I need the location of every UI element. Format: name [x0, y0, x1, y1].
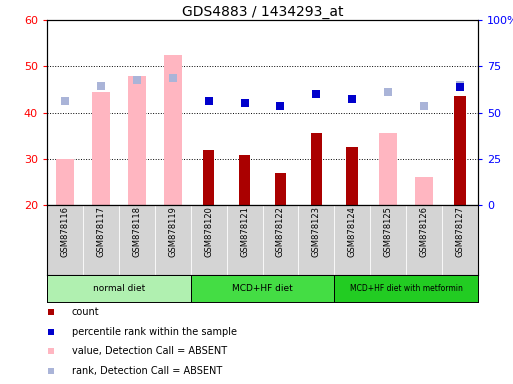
Bar — [454, 96, 466, 205]
Bar — [47, 275, 191, 302]
Point — [47, 328, 55, 334]
Point — [47, 309, 55, 315]
Bar — [56, 159, 74, 205]
Text: rank, Detection Call = ABSENT: rank, Detection Call = ABSENT — [72, 366, 222, 376]
Bar — [92, 92, 110, 205]
Text: percentile rank within the sample: percentile rank within the sample — [72, 326, 237, 336]
Bar — [191, 275, 334, 302]
Bar — [203, 149, 214, 205]
Point — [456, 84, 464, 90]
Bar — [310, 133, 322, 205]
Bar — [299, 205, 334, 275]
Bar — [155, 205, 191, 275]
Text: MCD+HF diet with metformin: MCD+HF diet with metformin — [350, 284, 463, 293]
Text: GSM878119: GSM878119 — [168, 207, 177, 257]
Point — [133, 77, 141, 83]
Title: GDS4883 / 1434293_at: GDS4883 / 1434293_at — [182, 5, 343, 19]
Text: GSM878116: GSM878116 — [61, 207, 69, 257]
Bar — [274, 173, 286, 205]
Text: GSM878126: GSM878126 — [420, 207, 429, 257]
Text: normal diet: normal diet — [93, 284, 145, 293]
Text: GSM878123: GSM878123 — [312, 207, 321, 257]
Bar — [442, 205, 478, 275]
Bar — [227, 205, 263, 275]
Point — [61, 98, 69, 104]
Bar — [83, 205, 119, 275]
Bar — [334, 205, 370, 275]
Point — [420, 103, 428, 109]
Text: GSM878122: GSM878122 — [276, 207, 285, 257]
Point — [348, 96, 357, 102]
Bar — [239, 155, 250, 205]
Point — [277, 103, 285, 109]
Bar — [128, 76, 146, 205]
Text: GSM878121: GSM878121 — [240, 207, 249, 257]
Point — [456, 82, 464, 88]
Point — [384, 89, 392, 95]
Point — [97, 83, 105, 89]
Bar — [415, 177, 433, 205]
Bar — [346, 147, 358, 205]
Point — [312, 91, 321, 97]
Point — [241, 100, 249, 106]
Text: GSM878120: GSM878120 — [204, 207, 213, 257]
Text: count: count — [72, 307, 100, 317]
Text: GSM878125: GSM878125 — [384, 207, 393, 257]
Bar — [119, 205, 155, 275]
Bar — [406, 205, 442, 275]
Text: MCD+HF diet: MCD+HF diet — [232, 284, 293, 293]
Point — [205, 98, 213, 104]
Bar — [263, 205, 299, 275]
Bar — [334, 275, 478, 302]
Bar — [191, 205, 227, 275]
Bar — [164, 55, 182, 205]
Bar — [47, 205, 83, 275]
Text: GSM878117: GSM878117 — [96, 207, 105, 257]
Point — [47, 368, 55, 374]
Text: GSM878127: GSM878127 — [456, 207, 465, 257]
Bar — [379, 133, 397, 205]
Text: GSM878118: GSM878118 — [132, 207, 141, 257]
Bar — [370, 205, 406, 275]
Point — [169, 75, 177, 81]
Text: value, Detection Call = ABSENT: value, Detection Call = ABSENT — [72, 346, 227, 356]
Text: GSM878124: GSM878124 — [348, 207, 357, 257]
Point — [47, 348, 55, 354]
